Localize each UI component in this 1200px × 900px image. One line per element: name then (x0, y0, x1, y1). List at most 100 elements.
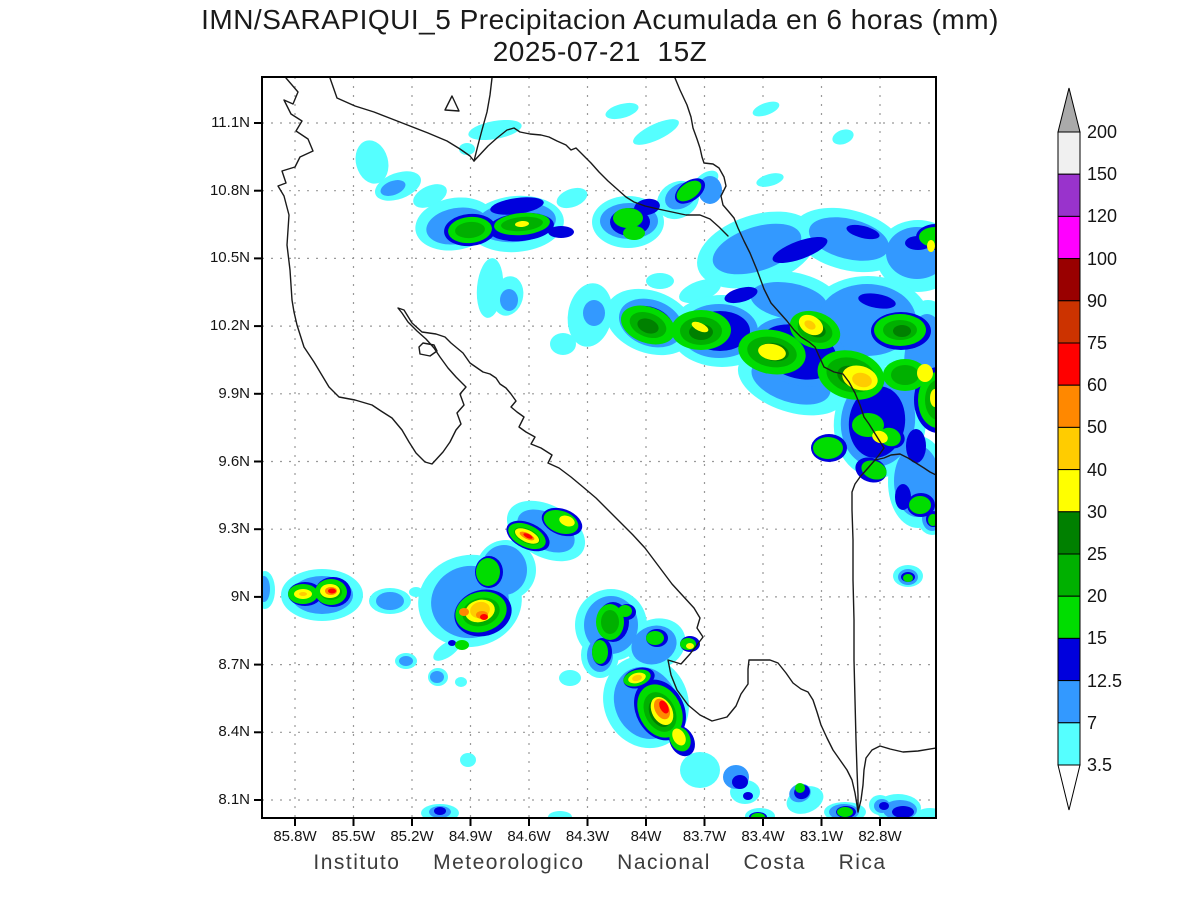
precip-cell (632, 674, 642, 682)
precip-cell (455, 677, 467, 687)
precip-cell (559, 670, 581, 686)
precip-cell (434, 807, 446, 815)
lat-tick-label: 10.8N (209, 181, 250, 199)
precip-cell (861, 460, 887, 480)
precip-cell (672, 728, 686, 746)
precip-cell (752, 101, 780, 117)
colorbar-tick-label: 75 (1087, 333, 1108, 353)
precip-cell (409, 587, 423, 597)
precip-cell (772, 236, 828, 264)
colorbar-segment (1057, 131, 1081, 175)
precip-cell (448, 640, 456, 646)
precip-cell (858, 293, 896, 309)
lon-tick-label: 84.6W (507, 828, 551, 845)
precip-cell (583, 300, 605, 326)
precip-cell (804, 320, 816, 330)
precip-cell (548, 226, 574, 238)
precip-cell (399, 656, 413, 666)
coastline-path (674, 78, 935, 476)
precip-cell (468, 119, 522, 141)
coastline-path (444, 95, 460, 112)
precip-cell (879, 802, 889, 810)
lat-tick-label: 8.1N (218, 791, 250, 808)
precip-cell (605, 102, 639, 120)
precip-cell (556, 187, 588, 209)
precip-cell (480, 614, 488, 620)
precip-cell (891, 365, 919, 385)
lat-tick-label: 9.9N (218, 384, 250, 402)
colorbar-tick-label: 200 (1087, 122, 1118, 142)
precip-cell (917, 364, 933, 382)
lon-tick-label: 82.8W (858, 828, 902, 845)
colorbar-tick-label: 3.5 (1087, 755, 1113, 775)
colorbar-tick-label: 90 (1087, 290, 1108, 311)
colorbar-segment (1057, 595, 1081, 639)
coastline-path (418, 342, 438, 357)
lon-tick-label: 84W (630, 828, 662, 845)
colorbar-segment (1057, 680, 1081, 724)
precip-cell (846, 224, 880, 240)
lat-tick-label: 10.5N (209, 249, 250, 267)
precip-cell (550, 333, 576, 355)
coastline-layer (277, 78, 935, 813)
lat-tick-label: 9.3N (218, 520, 250, 538)
colorbar-tick-label: 150 (1087, 164, 1118, 185)
colorbar-tick-label: 40 (1087, 459, 1108, 480)
precip-cell (686, 643, 694, 649)
lon-tick-label: 85.5W (331, 828, 376, 845)
precip-cell (601, 610, 619, 634)
precip-cell (328, 588, 336, 594)
axis-ticks (254, 122, 881, 826)
coastline-path (473, 127, 729, 237)
precip-cell (743, 792, 753, 800)
precip-cell (813, 437, 843, 459)
colorbar-segment (1057, 469, 1081, 513)
precip-cell (618, 605, 632, 617)
precip-cell (376, 592, 404, 610)
precip-cell (724, 286, 758, 304)
colorbar-segment (1057, 511, 1081, 555)
lon-tick-label: 83.4W (741, 828, 785, 845)
title-line-2: 2025-07-21 15Z (492, 36, 708, 67)
colorbar-tick-label: 120 (1087, 206, 1118, 227)
precip-cell (460, 753, 476, 767)
lon-tick-label: 83.1W (799, 828, 844, 845)
precip-cell (500, 289, 518, 311)
precip-cell (691, 321, 709, 333)
lon-tick-label: 85.8W (273, 828, 317, 845)
precip-cell (750, 282, 828, 320)
precip-cell (548, 811, 572, 817)
precip-cell (459, 608, 469, 616)
precip-cell (837, 807, 853, 817)
lat-tick-label: 8.4N (218, 723, 250, 741)
precip-cell (355, 140, 389, 184)
precip-cell (795, 783, 805, 793)
precip-cell (930, 389, 935, 407)
precip-cell (895, 484, 911, 510)
precip-cell (523, 533, 533, 539)
precip-cell (613, 208, 643, 228)
coastline-path (851, 459, 876, 811)
precip-cell (476, 558, 500, 586)
coastline-path (277, 78, 935, 813)
precip-level-c35 (263, 101, 935, 817)
precip-cell (299, 592, 307, 596)
precip-cell (380, 180, 406, 196)
map-border (261, 76, 937, 819)
coastline-path (329, 78, 475, 162)
precip-cell (893, 325, 911, 337)
precip-cell (903, 574, 913, 582)
colorbar-segment (1057, 173, 1081, 217)
precip-cell (927, 240, 935, 252)
precip-cell (756, 173, 784, 187)
precip-cell (459, 143, 475, 155)
colorbar-tick-label: 20 (1087, 586, 1108, 607)
colorbar-tick-label: 100 (1087, 248, 1118, 269)
colorbar-tick-label: 25 (1087, 544, 1108, 564)
precip-cell (263, 576, 270, 602)
colorbar-segment (1057, 722, 1081, 766)
colorbar-segment (1057, 384, 1081, 428)
lat-tick-label: 9.6N (218, 452, 250, 470)
